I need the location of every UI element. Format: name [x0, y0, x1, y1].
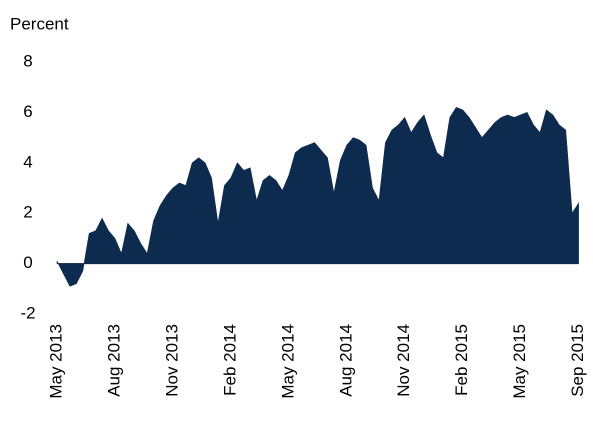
area: [56, 106, 579, 287]
x-tick-label: Nov 2013: [162, 324, 181, 397]
y-tick-label: 2: [23, 203, 32, 222]
x-tick-label: Aug 2013: [104, 324, 123, 397]
x-tick-label: Sep 2015: [568, 324, 587, 397]
x-tick-label: May 2015: [510, 324, 529, 399]
x-tick-label: Feb 2014: [220, 324, 239, 396]
y-tick-label: 4: [23, 152, 32, 171]
x-tick-label: Nov 2014: [394, 324, 413, 397]
y-tick-label: 6: [23, 102, 32, 121]
x-tick-label: May 2014: [278, 324, 297, 399]
y-axis-label: Percent: [10, 14, 69, 33]
x-tick-label: May 2013: [46, 324, 65, 399]
x-tick-label: Aug 2014: [336, 324, 355, 397]
y-tick-label: -2: [20, 303, 35, 322]
x-tick-label: Feb 2015: [452, 324, 471, 396]
y-tick-label: 8: [23, 51, 32, 70]
y-tick-label: 0: [23, 253, 32, 272]
